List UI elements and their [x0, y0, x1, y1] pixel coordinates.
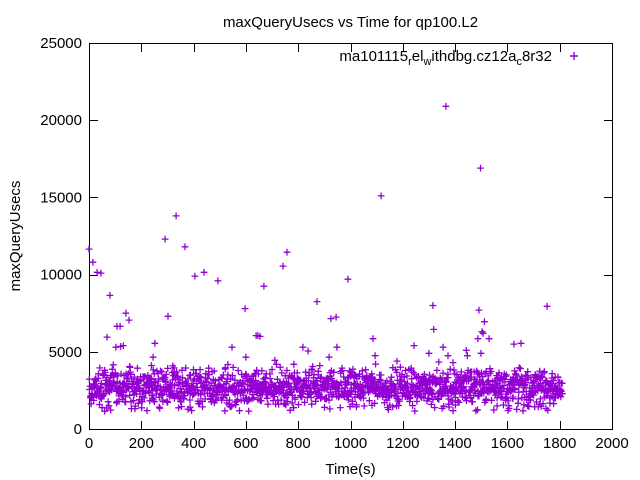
y-tick-label: 15000: [40, 189, 82, 206]
plot-frame: [89, 43, 613, 430]
x-tick-label: 0: [85, 435, 93, 452]
y-tick-label: 25000: [40, 35, 82, 52]
y-tick-label: 0: [74, 421, 82, 438]
x-tick-label: 1200: [386, 435, 419, 452]
y-tick-label: 5000: [49, 344, 82, 361]
y-tick-label: 20000: [40, 112, 82, 129]
scatter-series-markers: [85, 102, 566, 415]
x-tick-label: 200: [129, 435, 154, 452]
legend-marker-plus: [570, 52, 578, 60]
x-tick-label: 1000: [334, 435, 367, 452]
x-tick-label: 2000: [595, 435, 628, 452]
legend-entry-label: ma101115relwithdbg.cz12ac8r32: [339, 48, 552, 68]
legend: ma101115relwithdbg.cz12ac8r32: [339, 48, 578, 68]
x-tick-label: 600: [233, 435, 258, 452]
x-tick-label: 1600: [491, 435, 524, 452]
x-tick-label: 1400: [438, 435, 471, 452]
x-tick-label: 400: [181, 435, 206, 452]
axis-tick-labels: 0 200 400 600 800 1000 1200 1400 1600 1800 2000050…: [40, 35, 628, 452]
y-tick-label: 10000: [40, 267, 82, 284]
y-axis-label: maxQueryUsecs: [7, 181, 24, 292]
x-tick-label: 1800: [543, 435, 576, 452]
x-axis-label: Time(s): [325, 461, 375, 478]
plot-border: [89, 43, 613, 430]
chart-title: maxQueryUsecs vs Time for qp100.L2: [223, 14, 478, 31]
data-points: [85, 102, 566, 415]
x-tick-label: 800: [286, 435, 311, 452]
